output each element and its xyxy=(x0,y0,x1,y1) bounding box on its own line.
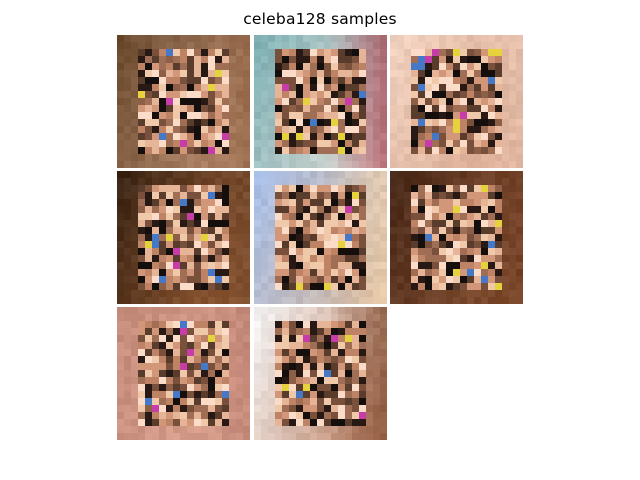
sample-image xyxy=(254,307,387,440)
sample-image-pixels xyxy=(390,171,523,304)
sample-image xyxy=(117,171,250,304)
sample-image xyxy=(254,35,387,168)
sample-image xyxy=(117,307,250,440)
sample-image-pixels xyxy=(390,35,523,168)
sample-image xyxy=(254,171,387,304)
sample-image xyxy=(117,35,250,168)
sample-image-pixels xyxy=(254,35,387,168)
sample-image-pixels xyxy=(117,171,250,304)
sample-image-pixels xyxy=(254,307,387,440)
sample-image-pixels xyxy=(254,171,387,304)
figure-title: celeba128 samples xyxy=(243,10,397,28)
sample-image xyxy=(390,35,523,168)
sample-image-pixels xyxy=(117,35,250,168)
sample-image xyxy=(390,171,523,304)
sample-image-pixels xyxy=(117,307,250,440)
